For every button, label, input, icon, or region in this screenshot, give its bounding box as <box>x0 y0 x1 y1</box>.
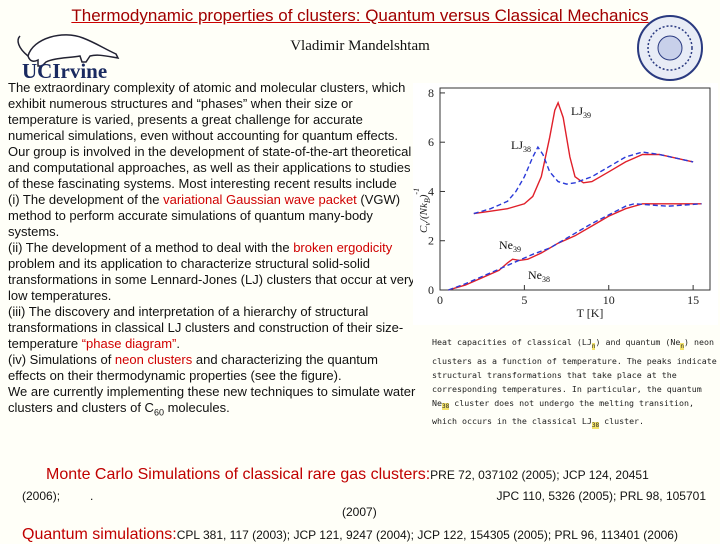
caption-text: n <box>680 342 685 350</box>
series-label-base: LJ <box>571 104 583 118</box>
author: Vladimir Mandelshtam <box>290 38 430 54</box>
y-tick-label: 4 <box>428 184 434 198</box>
text: (VGW) method to perform accurate simulat… <box>8 192 401 239</box>
caption: Heat capacities of classical (LJn) and q… <box>432 335 717 433</box>
text: (iv) Simulations of <box>8 352 115 367</box>
reference-line: (2006); <box>22 487 60 505</box>
caption-text: 38 <box>591 421 600 429</box>
reference-heading: Quantum simulations: <box>22 526 177 543</box>
x-tick-label: 15 <box>687 293 699 307</box>
caption-text: cluster does not undergo the melting tra… <box>432 397 694 427</box>
series-label: LJ38 <box>511 138 531 154</box>
series-label-sub: 38 <box>523 145 531 154</box>
paragraph: (i) The development of the variational G… <box>8 192 418 240</box>
reference-text: (2007) <box>342 505 377 519</box>
body-text: The extraordinary complexity of atomic a… <box>8 80 418 421</box>
text: (iii) The discovery and interpretation o… <box>8 304 404 351</box>
uci-logo: UCIrvine <box>17 34 120 82</box>
logo-text: UCIrvine <box>22 59 107 82</box>
paragraph: We are currently implementing these new … <box>8 384 418 421</box>
caption-text: n <box>591 342 596 350</box>
series-label: Ne38 <box>528 268 550 284</box>
y-tick-label: 6 <box>428 135 434 149</box>
reference-text: PRE 72, 037102 (2005); JCP 124, 20451 <box>430 468 649 482</box>
caption-text: cluster. <box>599 416 645 427</box>
reference-line: Quantum simulations:CPL 381, 117 (2003);… <box>22 526 678 544</box>
highlight-text: neon clusters <box>114 352 193 367</box>
reference-text: JPC 110, 5326 (2005); PRL 98, 105701 <box>496 489 706 503</box>
y-axis-label-part: /(Nk <box>418 202 430 223</box>
series-label-base: LJ <box>511 138 523 152</box>
plot-frame <box>439 87 711 291</box>
reference-heading: Monte Carlo Simulations of classical rar… <box>46 466 431 483</box>
series-line <box>448 203 702 291</box>
series-line <box>448 203 702 291</box>
y-axis-label-part: ) <box>418 194 430 199</box>
series-label-sub: 38 <box>542 275 550 284</box>
y-tick-label: 2 <box>428 234 434 248</box>
text: molecules. <box>163 400 230 415</box>
title: Thermodynamic properties of clusters: Qu… <box>71 6 649 25</box>
highlight-text: variational Gaussian wave packet <box>163 192 357 207</box>
paragraph: (ii) The development of a method to deal… <box>8 240 418 304</box>
text: problem and its application to character… <box>8 256 415 303</box>
caption-text: 38 <box>442 403 450 411</box>
x-tick-label: 10 <box>603 293 615 307</box>
y-axis-label-part: v <box>423 222 432 226</box>
caption-text: Heat capacities of classical (LJ <box>432 337 592 347</box>
y-tick-label: 8 <box>428 86 434 100</box>
y-axis-label-part: -1 <box>413 188 421 195</box>
series-line <box>473 145 694 215</box>
series-label-base: Ne <box>528 268 542 282</box>
reference-line: (2007) <box>342 503 377 521</box>
y-axis-label-part: C <box>418 225 430 233</box>
series-label-sub: 39 <box>583 111 591 120</box>
reference-text: (2006); <box>22 489 61 503</box>
highlight-text: broken ergodicity <box>293 240 393 255</box>
paragraph: (iv) Simulations of neon clusters and ch… <box>8 352 418 384</box>
series-label-base: Ne <box>499 238 513 252</box>
y-axis-label: Cv/(NkB)-1 <box>413 188 432 233</box>
reference-text: . <box>90 489 94 503</box>
caption-text: ) neon clusters as a function of tempera… <box>432 337 717 408</box>
highlight-text: “phase diagram” <box>81 336 177 351</box>
text: 60 <box>153 407 164 418</box>
series-line <box>473 100 694 215</box>
paragraph: (iii) The discovery and interpretation o… <box>8 304 418 352</box>
reference-line: JPC 110, 5326 (2005); PRL 98, 105701 <box>497 487 706 505</box>
x-tick-label: 0 <box>437 293 443 307</box>
caption-text: ) and quantum (Ne <box>595 337 681 347</box>
x-tick-label: 5 <box>521 293 527 307</box>
y-tick-label: 0 <box>428 283 434 297</box>
text: and characterizing the quantum effects o… <box>8 352 378 383</box>
reference-line: Monte Carlo Simulations of classical rar… <box>46 466 649 484</box>
reference-line: . <box>90 487 93 505</box>
series-label-sub: 39 <box>513 245 521 254</box>
text: We are currently implementing these new … <box>8 384 416 415</box>
y-axis-label-part: B <box>423 198 432 203</box>
x-axis-label: T [K] <box>577 306 604 320</box>
reference-text: CPL 381, 117 (2003); JCP 121, 9247 (2004… <box>176 528 678 542</box>
text: (i) The development of the <box>8 192 164 207</box>
seal <box>637 15 703 81</box>
text: The extraordinary complexity of atomic a… <box>8 80 412 191</box>
series-label: Ne39 <box>499 238 521 254</box>
text: . <box>176 336 180 351</box>
text: (ii) The development of a method to deal… <box>8 240 294 255</box>
paragraph: The extraordinary complexity of atomic a… <box>8 80 418 192</box>
series-label: LJ39 <box>571 104 591 120</box>
